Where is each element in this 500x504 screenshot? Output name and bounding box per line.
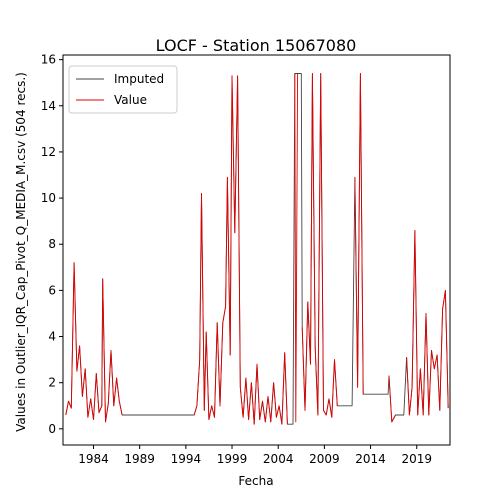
x-tick-label: 1984 xyxy=(78,452,109,466)
y-axis-label: Values in Outlier_IQR_Cap_Pivot_Q_MEDIA_… xyxy=(14,72,28,432)
value-series-line-segment-3 xyxy=(301,73,338,418)
value-series-line-segment-2 xyxy=(294,73,299,423)
value-series-line-segment-6 xyxy=(406,229,449,416)
y-tick-label: 6 xyxy=(48,283,56,297)
plot-area xyxy=(62,54,451,446)
legend-box xyxy=(68,65,178,114)
x-tick-label: 2019 xyxy=(401,452,432,466)
x-tick-label: 1989 xyxy=(124,452,155,466)
y-tick-label: 16 xyxy=(41,53,56,67)
x-tick-label: 1999 xyxy=(217,452,248,466)
x-tick-label: 1994 xyxy=(171,452,202,466)
value-series-line-segment-5 xyxy=(388,375,396,423)
x-tick-label: 2004 xyxy=(263,452,294,466)
x-tick-label: 2009 xyxy=(309,452,340,466)
legend: Imputed Value xyxy=(68,65,178,114)
legend-imputed-label: Imputed xyxy=(114,72,164,86)
y-tick-label: 8 xyxy=(48,237,56,251)
y-tick-label: 2 xyxy=(48,376,56,390)
axis-ticks: 1984 1989 1994 1999 2004 2009 2014 2019 0 2 4 6 8 10 1… xyxy=(41,53,432,466)
y-tick-label: 14 xyxy=(41,99,56,113)
y-tick-label: 10 xyxy=(41,191,56,205)
y-tick-label: 0 xyxy=(48,422,56,436)
chart-title: LOCF - Station 15067080 xyxy=(156,36,357,55)
legend-value-label: Value xyxy=(114,93,147,107)
x-axis-label: Fecha xyxy=(238,474,273,488)
y-tick-label: 12 xyxy=(41,145,56,159)
x-tick-label: 2014 xyxy=(355,452,386,466)
y-tick-label: 4 xyxy=(48,330,56,344)
plot-frame xyxy=(62,54,451,446)
value-series-line-segment-4 xyxy=(354,73,364,395)
value-series-line-segment-0 xyxy=(65,262,123,423)
value-series-line-segment-1 xyxy=(193,75,288,425)
